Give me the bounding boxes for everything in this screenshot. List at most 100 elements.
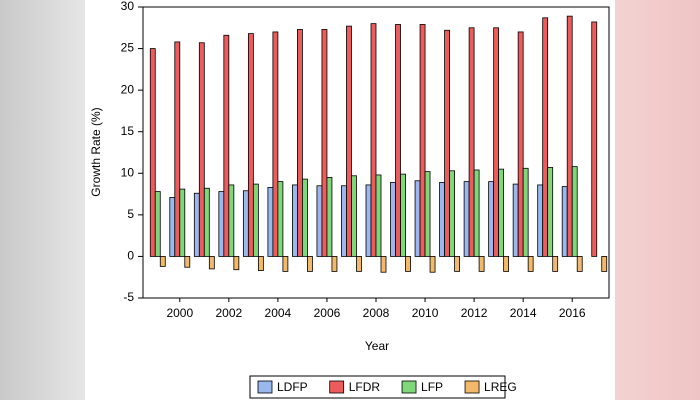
y-tick-label: 20 [121,82,135,96]
bar [547,167,554,257]
bar [297,29,303,257]
y-tick-label: 25 [121,41,135,55]
bar [356,256,362,272]
bar [341,185,347,257]
bar [527,256,534,272]
bar [184,256,191,268]
bar [302,178,308,257]
bar [488,181,495,257]
bar [478,256,485,272]
x-tick-label: 2000 [166,306,193,320]
bar [203,187,210,257]
y-axis-label: Growth Rate (%) [89,107,103,196]
bar [193,192,200,257]
bar [542,17,549,257]
bar [591,21,598,257]
bar [454,256,460,272]
bar [277,181,284,257]
x-tick-label: 2014 [510,306,537,320]
bar [370,23,377,257]
bar [346,25,352,257]
legend-label: LFP [421,380,443,394]
bar [444,29,450,257]
bar [321,29,328,257]
bar [198,42,205,257]
bar [449,170,455,257]
bar [292,184,298,257]
y-tick-label: 5 [127,207,134,221]
bar [424,171,431,257]
bar [267,187,274,257]
bar [400,173,406,257]
bar [365,184,372,257]
bar [331,256,338,272]
x-tick-label: 2004 [265,306,292,320]
bar [468,27,475,257]
bar [257,256,264,271]
bar [208,256,215,270]
x-axis-label: Year [365,339,389,353]
bar [414,180,421,257]
legend-swatch [329,380,345,394]
bar [390,182,396,257]
bar [473,169,480,257]
bar [439,182,445,257]
y-tick-label: 30 [121,0,135,13]
bar [326,177,333,257]
bar [419,24,426,257]
bar [247,33,254,257]
x-tick-label: 2016 [559,306,586,320]
bar [159,256,166,267]
y-tick-label: 15 [121,124,135,138]
bar [233,256,240,271]
bar [316,185,323,257]
legend-swatch [257,380,273,394]
bar [493,27,500,257]
legend-box [249,375,506,399]
bar [576,256,583,272]
bar [375,174,382,257]
legend-swatch [464,380,480,394]
bar [405,256,411,272]
bar [552,256,559,272]
bar [517,31,524,257]
bar [566,15,573,257]
bar [174,41,181,257]
bar [149,48,156,257]
legend-label: LREG [484,380,517,394]
bar [154,191,161,257]
bar [242,190,249,257]
legend-label: LDFP [277,380,308,394]
bar [395,24,401,257]
x-tick-label: 2010 [412,306,439,320]
bar [218,191,225,257]
y-tick-label: -5 [123,290,134,304]
bar [503,256,510,272]
x-tick-label: 2002 [215,306,242,320]
x-tick-label: 2008 [363,306,390,320]
bar [169,196,176,257]
bar [223,34,230,257]
y-tick-label: 10 [121,165,135,179]
bar [351,175,357,257]
bar [179,188,186,257]
bar [571,166,578,257]
y-tick-label: 0 [127,249,134,263]
bar [522,167,529,257]
bar [537,184,544,257]
bar [272,31,279,257]
bar [307,256,313,272]
bar [498,168,505,257]
bar [601,256,608,272]
legend-label: LFDR [349,380,381,394]
bar [380,256,387,273]
legend-swatch [401,380,417,394]
bar [561,186,568,257]
bar [463,181,470,257]
bar [228,184,235,257]
x-tick-label: 2006 [314,306,341,320]
bar [429,256,436,273]
bar [282,256,289,272]
bar [512,183,519,257]
